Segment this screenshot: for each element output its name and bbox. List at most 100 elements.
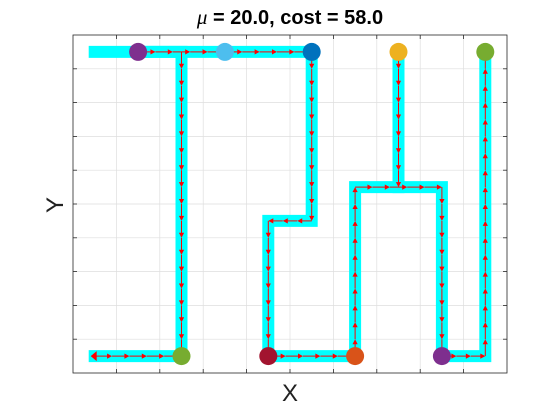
arrow-head (265, 249, 271, 255)
arrow-head (482, 254, 488, 260)
chart-title: μ = 20.0, cost = 58.0 (196, 5, 383, 29)
arrow-head (332, 353, 338, 359)
arrow-head (352, 322, 358, 328)
arrow-head (265, 317, 271, 323)
y-axis-label: Y (42, 197, 69, 213)
arrow-head (309, 182, 315, 188)
arrow-head (178, 283, 185, 289)
arrow-head (482, 170, 488, 176)
arrow-head (282, 218, 288, 224)
arrow-head (178, 334, 185, 340)
arrow-head (309, 63, 315, 69)
arrow-head (178, 199, 185, 204)
chart-title-text: = 20.0, cost = 58.0 (207, 7, 383, 29)
grid-lines (73, 35, 507, 373)
arrow-head (352, 254, 358, 260)
arrow-head (482, 136, 488, 142)
arrow-head (436, 184, 442, 190)
chart-title-symbol: μ (196, 5, 208, 29)
arrow-head (395, 114, 402, 120)
arrow-head (482, 271, 488, 277)
arrow-head (124, 353, 130, 359)
arrow-head (480, 353, 486, 359)
arrow-head (268, 218, 274, 224)
arrow-head (439, 232, 445, 238)
arrow-head (107, 353, 113, 359)
axis-ticks (73, 35, 507, 373)
node-marker (476, 42, 495, 61)
arrow-head (178, 266, 185, 272)
x-axis-label: X (282, 380, 298, 407)
arrow-head (482, 237, 488, 243)
arrow-head (439, 300, 445, 306)
node-marker (389, 42, 408, 61)
arrow-head (178, 131, 185, 137)
node-marker (346, 347, 365, 366)
node-marker (259, 347, 278, 366)
arrow-head (178, 182, 185, 188)
arrow-head (141, 353, 147, 359)
arrow-head (482, 153, 488, 159)
arrow-head (395, 148, 402, 154)
node-marker (215, 42, 234, 61)
arrow-head (309, 148, 315, 154)
arrow-head (482, 187, 488, 193)
arrow-head (167, 49, 173, 55)
arrow-head (265, 334, 271, 340)
arrow-head (352, 271, 358, 277)
arrow-head (289, 49, 295, 55)
arrow-head (352, 220, 358, 226)
arrow-head (309, 199, 315, 204)
node-markers (90, 42, 495, 366)
arrow-head (298, 353, 304, 359)
arrow-head (178, 300, 185, 306)
arrow-head (309, 97, 315, 103)
arrow-head (482, 119, 488, 125)
arrow-head (439, 266, 445, 272)
arrow-head (352, 204, 358, 209)
arrow-head (178, 249, 185, 255)
arrow-head (265, 283, 271, 289)
arrow-head (178, 80, 185, 86)
arrow-head (439, 215, 445, 221)
arrow-head (451, 353, 457, 359)
arrow-head (309, 80, 315, 86)
arrow-head (395, 165, 402, 171)
arrow-head (395, 97, 402, 103)
arrow-head (395, 80, 402, 86)
arrow-head (352, 288, 358, 294)
arrow-head (185, 49, 191, 55)
arrow-head (309, 215, 315, 221)
arrow-head (280, 353, 286, 359)
arrow-head (178, 317, 185, 323)
node-marker (302, 42, 321, 61)
arrow-head (482, 305, 488, 311)
arrow-head (352, 187, 358, 193)
arrow-head (178, 114, 185, 120)
arrow-head (402, 184, 408, 190)
arrow-head (265, 266, 271, 272)
arrow-head (271, 49, 277, 55)
arrow-head (419, 184, 425, 190)
arrow-head (395, 131, 402, 137)
arrow-head (482, 102, 488, 108)
arrow-head (309, 165, 315, 171)
arrow-head (178, 232, 185, 238)
arrow-head (439, 317, 445, 323)
arrow-head (352, 339, 358, 345)
arrow-head (352, 237, 358, 243)
arrow-head (202, 49, 208, 55)
arrow-head (439, 249, 445, 255)
arrow-head (439, 334, 445, 340)
node-marker (129, 42, 148, 61)
arrow-head (482, 220, 488, 226)
arrow-head (439, 199, 445, 204)
arrow-head (309, 114, 315, 120)
arrow-head (439, 283, 445, 289)
start-marker (90, 351, 97, 362)
arrow-head (178, 215, 185, 221)
arrow-head (367, 184, 373, 190)
arrow-head (465, 353, 471, 359)
arrow-head (178, 148, 185, 154)
